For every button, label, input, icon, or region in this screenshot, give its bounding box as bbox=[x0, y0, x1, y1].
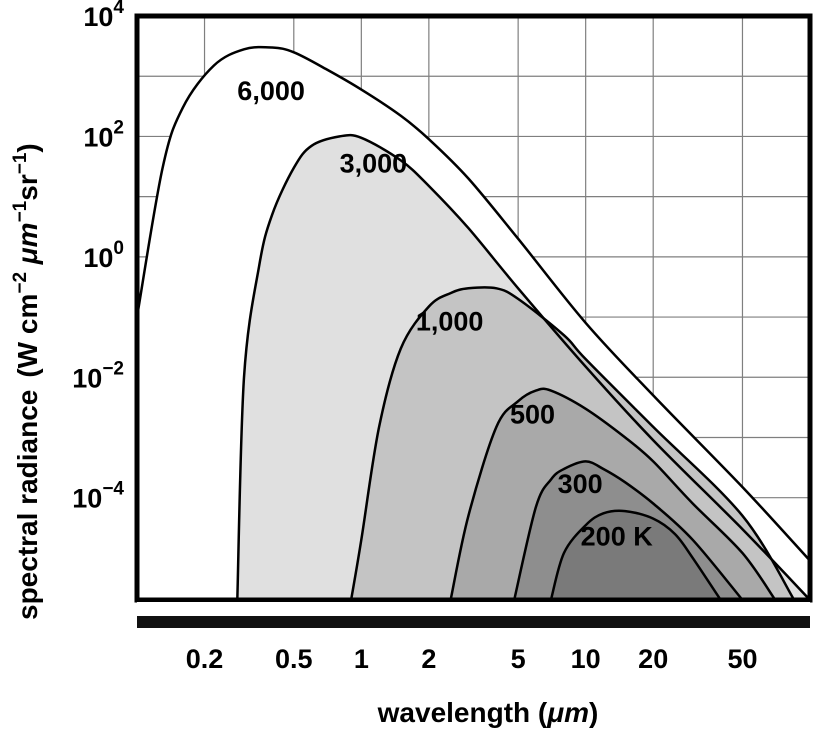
curve-label: 200 K bbox=[581, 522, 654, 552]
curve-500 bbox=[449, 387, 777, 601]
x-axis-title: wavelength (μm) bbox=[377, 697, 599, 728]
curve-label: 1,000 bbox=[416, 306, 484, 336]
temperature-curves bbox=[135, 45, 811, 601]
x-tick-label: 5 bbox=[511, 644, 526, 674]
x-tick-label: 1 bbox=[354, 644, 369, 674]
x-tick-label: 20 bbox=[638, 644, 668, 674]
curve-label: 500 bbox=[510, 400, 555, 430]
curve-6000 bbox=[135, 45, 811, 562]
x-axis-bar bbox=[137, 616, 810, 628]
curve-label: 300 bbox=[558, 469, 603, 499]
y-axis-title: spectral radiance(W cm−2 μm−1sr−1) bbox=[10, 143, 43, 620]
curve-label: 3,000 bbox=[340, 149, 408, 179]
area-200k bbox=[550, 510, 721, 600]
x-tick-label: 10 bbox=[571, 644, 601, 674]
y-tick-label: 102 bbox=[83, 117, 124, 152]
y-tick-label: 104 bbox=[83, 0, 124, 32]
curve-3000 bbox=[236, 133, 811, 601]
mu-symbol: μm bbox=[546, 697, 589, 728]
y-tick-label: 10−2 bbox=[72, 358, 124, 393]
x-tick-label: 0.5 bbox=[275, 644, 313, 674]
curve-1000 bbox=[349, 286, 796, 601]
y-tick-labels: 104 102 100 10−2 10−4 bbox=[72, 0, 124, 514]
x-tick-label: 2 bbox=[421, 644, 436, 674]
x-axis-band bbox=[137, 602, 810, 616]
curve-label: 6,000 bbox=[237, 76, 305, 106]
temperature-areas bbox=[137, 47, 811, 601]
x-tick-label: 0.2 bbox=[186, 644, 224, 674]
curve-300 bbox=[512, 460, 744, 601]
x-tick-labels: 0.2 0.5 1 2 5 10 20 50 bbox=[186, 644, 758, 674]
x-tick-label: 50 bbox=[727, 644, 757, 674]
curve-200k bbox=[549, 509, 722, 601]
y-tick-label: 100 bbox=[83, 238, 124, 273]
y-tick-label: 10−4 bbox=[72, 479, 124, 514]
curve-labels: 6,000 3,000 1,000 500 300 200 K bbox=[237, 76, 653, 551]
plot-frame bbox=[134, 13, 813, 603]
